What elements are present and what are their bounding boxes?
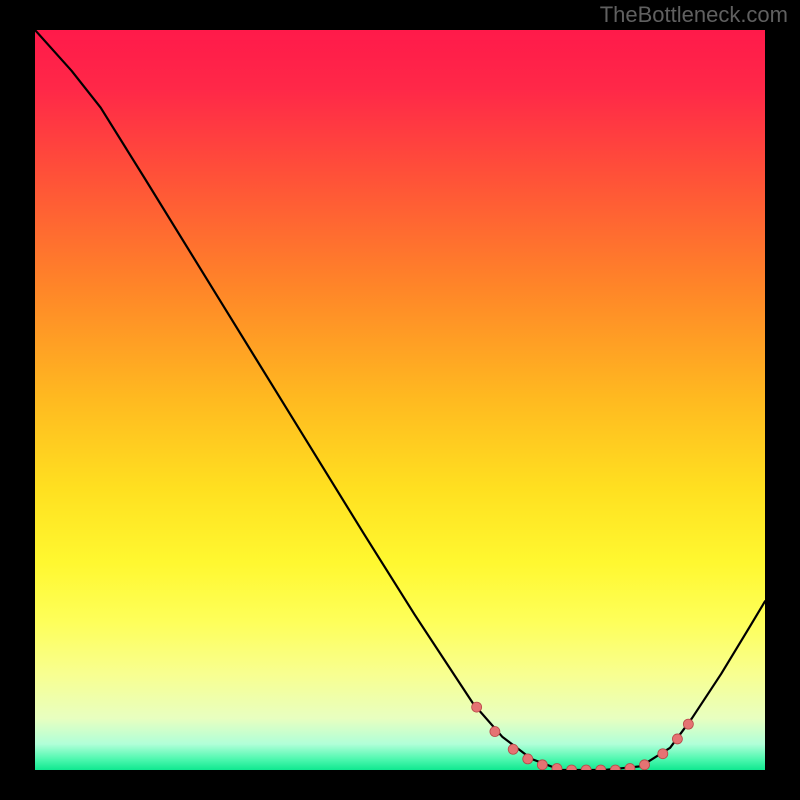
data-marker: [508, 744, 518, 754]
data-marker: [552, 764, 562, 770]
data-marker: [596, 765, 606, 770]
data-marker: [472, 702, 482, 712]
data-marker: [523, 754, 533, 764]
data-marker: [683, 719, 693, 729]
data-marker: [581, 765, 591, 770]
data-marker: [658, 749, 668, 759]
data-marker: [537, 760, 547, 770]
watermark-text: TheBottleneck.com: [600, 2, 788, 28]
data-marker: [640, 760, 650, 770]
data-marker: [672, 734, 682, 744]
data-marker: [625, 764, 635, 770]
bottleneck-curve: [35, 30, 765, 770]
data-marker: [490, 727, 500, 737]
marker-group: [472, 702, 694, 770]
plot-area: [35, 30, 765, 770]
curve-layer: [35, 30, 765, 770]
data-marker: [567, 765, 577, 770]
data-marker: [610, 765, 620, 770]
